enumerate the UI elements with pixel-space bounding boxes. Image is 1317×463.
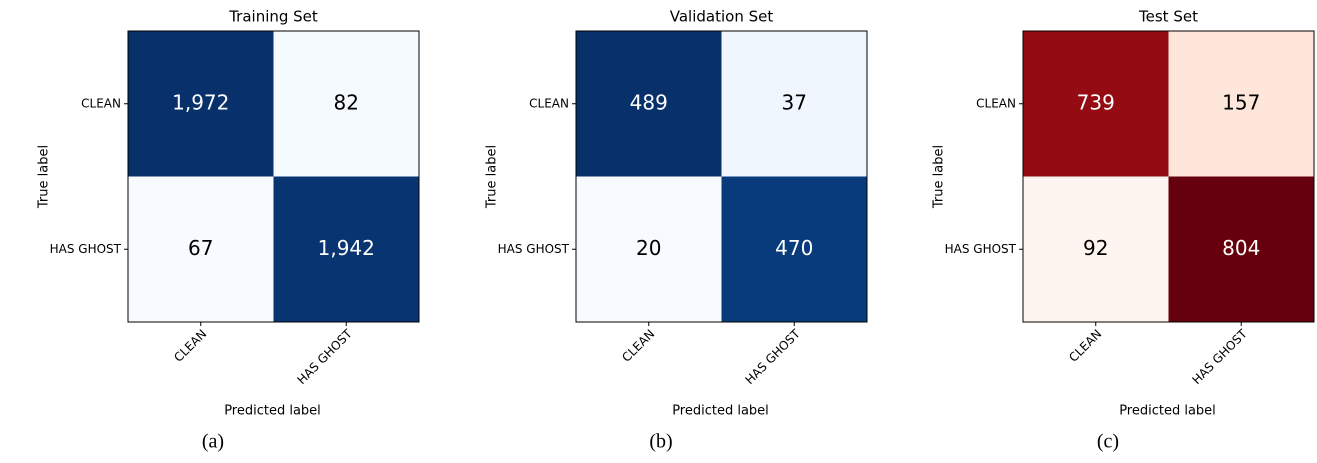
frame — [127, 30, 420, 323]
y-tick-label: HAS GHOST — [50, 242, 122, 256]
cell-label: 37 — [782, 90, 807, 114]
y-axis-label: True label — [37, 145, 52, 209]
caption: (b) — [649, 431, 672, 453]
x-tick-label: HAS GHOST — [742, 326, 803, 387]
cell-label: 739 — [1077, 90, 1115, 114]
y-tick-label: CLEAN — [81, 96, 121, 110]
cell — [1168, 31, 1314, 177]
x-tick-label: CLEAN — [619, 327, 657, 365]
caption: (c) — [1097, 431, 1119, 453]
y-tick-label: CLEAN — [976, 96, 1016, 110]
x-axis-label: Predicted label — [224, 404, 321, 419]
cell-label: 82 — [334, 90, 359, 114]
caption: (a) — [202, 431, 224, 453]
cell-label: 20 — [636, 236, 661, 260]
x-tick-label: CLEAN — [1066, 327, 1104, 365]
panel-title: Test Set — [1138, 8, 1198, 26]
panel: Training Set 1,972 82 67 1,942 CLEAN HAS GHOST… — [37, 8, 420, 453]
cell — [273, 31, 419, 177]
y-axis-label: True label — [485, 145, 500, 209]
frame — [575, 30, 868, 323]
cell-label: 489 — [630, 90, 668, 114]
panel-title: Training Set — [228, 8, 318, 26]
x-axis-label: Predicted label — [672, 404, 769, 419]
cell — [1023, 176, 1169, 322]
x-tick-label: HAS GHOST — [1189, 326, 1250, 387]
cell — [128, 31, 274, 177]
cell-label: 1,942 — [318, 236, 375, 260]
cell — [576, 31, 722, 177]
cell — [576, 176, 722, 322]
x-tick-label: HAS GHOST — [294, 326, 355, 387]
cell — [1168, 176, 1314, 322]
panel: Validation Set 489 37 20 470 CLEAN HAS GHOST CL… — [485, 8, 868, 453]
cell — [721, 176, 867, 322]
cell-label: 1,972 — [172, 90, 229, 114]
y-tick-label: HAS GHOST — [945, 242, 1017, 256]
frame — [1022, 30, 1315, 323]
cell — [1023, 31, 1169, 177]
y-axis-label: True label — [932, 145, 947, 209]
panel: Test Set 739 157 92 804 CLEAN HAS GHOST CLEAN HA… — [932, 8, 1315, 453]
y-tick-label: CLEAN — [529, 96, 569, 110]
x-tick-label: CLEAN — [171, 327, 209, 365]
cell — [128, 176, 274, 322]
cell-label: 804 — [1222, 236, 1260, 260]
cell — [721, 31, 867, 177]
x-axis-label: Predicted label — [1119, 404, 1216, 419]
panel-title: Validation Set — [670, 8, 774, 26]
y-tick-label: HAS GHOST — [498, 242, 570, 256]
cell-label: 92 — [1083, 236, 1108, 260]
cell — [273, 176, 419, 322]
cell-label: 67 — [188, 236, 213, 260]
cell-label: 157 — [1222, 90, 1260, 114]
cell-label: 470 — [775, 236, 813, 260]
